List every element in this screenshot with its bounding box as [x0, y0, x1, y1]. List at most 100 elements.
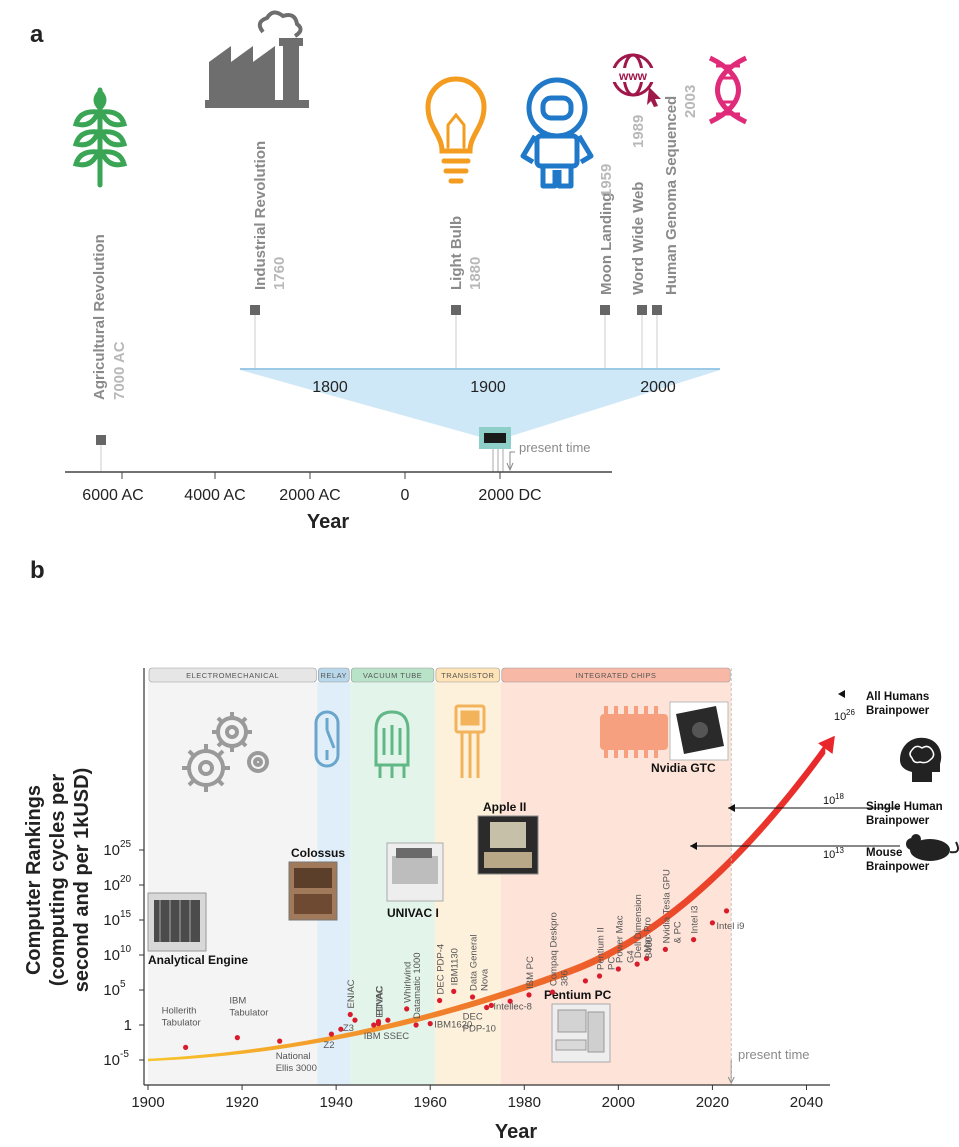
era-header-box — [435, 667, 501, 683]
point-label: Dell Dimension — [633, 894, 644, 958]
trend-band — [148, 743, 826, 1062]
point-label: Data General — [469, 934, 480, 991]
point-label: Intel i9 — [716, 921, 744, 932]
point-label: Datamatic 1000 — [412, 952, 423, 1019]
point-label: BINAC — [374, 986, 385, 1015]
data-point — [277, 1038, 283, 1044]
y-tick-label: 10 — [103, 1052, 120, 1069]
point-label: IBM1130 — [450, 948, 461, 985]
gears-icon — [182, 712, 269, 792]
data-point — [385, 1017, 391, 1023]
event-marker — [652, 305, 662, 315]
y-tick-exponent: 15 — [120, 909, 132, 920]
event-marker — [637, 305, 647, 315]
point-label: Mac Pro — [643, 917, 654, 952]
x-tick-a: 6000 AC — [82, 487, 143, 504]
computer-image-pentium-pc — [551, 1003, 611, 1063]
era-header-label: VACUUM TUBE — [363, 671, 422, 680]
brainpower-value: 10 — [834, 711, 846, 723]
point-label: IBM PC — [525, 956, 536, 989]
y-axis-b-label: Computer Rankings (computing cycles per se… — [23, 768, 93, 993]
zoom-tick-2000: 2000 — [640, 379, 676, 396]
brain-head-icon — [900, 737, 942, 782]
era-header-label: RELAY — [321, 671, 348, 680]
point-label: PC — [607, 957, 618, 970]
point-label: Whirlwind — [403, 962, 414, 1003]
event-marker — [600, 305, 610, 315]
point-label: Ellis 3000 — [276, 1063, 317, 1074]
event-industrial: Industrial Revolution 1760 — [250, 141, 288, 370]
event-name: Industrial Revolution — [252, 141, 269, 290]
y-tick-label: 10 — [103, 877, 120, 894]
point-label: Tabulator — [162, 1017, 201, 1028]
x-tick-label: 1960 — [414, 1094, 447, 1111]
image-label-nvidia-gtc: Nvidia GTC — [651, 761, 716, 775]
data-point — [484, 1004, 490, 1011]
brainpower-arrow — [690, 842, 697, 850]
point-label: 386 — [559, 970, 570, 986]
brainpower-arrow — [728, 804, 735, 812]
brainpower-label: Brainpower — [866, 705, 930, 717]
era-header-label: INTEGRATED CHIPS — [576, 671, 657, 680]
point-label: G4 — [625, 950, 636, 963]
event-light-bulb: Light Bulb 1880 — [448, 216, 484, 370]
image-label-colossus: Colossus — [291, 846, 345, 860]
point-label: Nvidia Tesla GPU — [661, 869, 672, 943]
event-year: 1959 — [598, 164, 615, 197]
point-label: Intellec-8 — [493, 1001, 532, 1012]
event-name: Moon Landing — [598, 193, 615, 295]
point-label: Intel i3 — [690, 906, 701, 934]
era-header-box — [318, 667, 350, 683]
x-tick-label: 2020 — [696, 1094, 729, 1111]
www-globe-icon: www — [609, 53, 661, 107]
brainpower-exponent: 26 — [846, 708, 855, 717]
x-tick-label: 1920 — [225, 1094, 258, 1111]
data-point — [634, 961, 640, 967]
panel-a-label: a — [30, 21, 44, 48]
data-point — [507, 998, 513, 1004]
data-point — [183, 1044, 189, 1050]
brainpower-exponent: 18 — [835, 792, 844, 801]
data-point — [437, 997, 443, 1004]
event-year: 7000 AC — [111, 341, 128, 400]
point-label: Z2 — [323, 1040, 334, 1051]
event-marker — [451, 305, 461, 315]
zoom-tick-1900: 1900 — [470, 379, 506, 396]
x-axis-a-label: Year — [307, 511, 349, 533]
event-year: 1880 — [467, 257, 484, 290]
y-tick-exponent: -5 — [120, 1049, 129, 1060]
era-header-box — [148, 667, 317, 683]
computer-image-analytical-engine — [147, 892, 207, 952]
data-point — [709, 920, 716, 926]
era-band — [434, 682, 501, 1085]
y-tick-label: 10 — [103, 912, 120, 929]
y-tick-label: 10 — [103, 947, 120, 964]
mouse-icon — [906, 834, 959, 861]
data-point — [469, 994, 476, 1000]
x-tick-a: 2000 AC — [279, 487, 340, 504]
x-tick-label: 2000 — [602, 1094, 635, 1111]
point-label: Compaq Deskpro — [548, 912, 559, 986]
data-point — [234, 1035, 240, 1041]
brainpower-value: 10 — [823, 849, 835, 861]
data-point — [352, 1017, 358, 1023]
data-point — [375, 1021, 382, 1027]
point-label: Power Mac — [614, 915, 625, 963]
present-time-b-label: present time — [738, 1047, 810, 1062]
era-header-label: TRANSISTOR — [441, 671, 494, 680]
trend-arrowhead — [818, 735, 835, 754]
data-point — [371, 1022, 377, 1028]
y-tick-label: 10 — [103, 842, 120, 859]
point-label: DEC PDP-4 — [436, 944, 447, 995]
event-moon-landing: Moon Landing 1959 — [598, 164, 615, 370]
x-tick-a: 0 — [401, 487, 410, 504]
era-headers: ELECTROMECHANICAL RELAY VACUUM TUBE TRANSIS… — [148, 667, 731, 683]
event-year: 2003 — [682, 85, 699, 118]
brainpower-arrow — [838, 690, 845, 698]
present-time-b: present time — [727, 668, 810, 1085]
brainpower-value: 10 — [823, 795, 835, 807]
dna-icon — [708, 55, 748, 125]
event-name: Human Genoma Sequenced — [663, 96, 680, 295]
x-tick-a: 4000 AC — [184, 487, 245, 504]
image-label-apple-ii: Apple II — [483, 800, 526, 814]
